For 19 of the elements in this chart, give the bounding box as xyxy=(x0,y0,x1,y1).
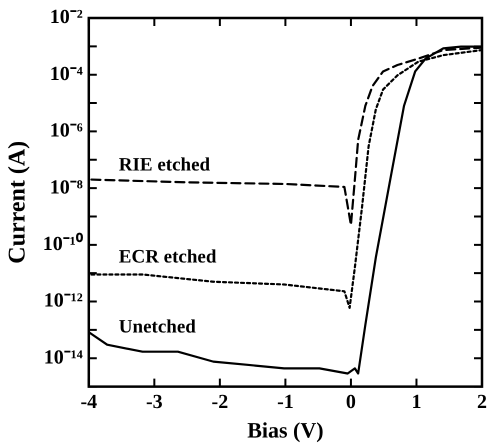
series-label: Unetched xyxy=(118,316,196,338)
y-tick-label: 10⁻⁶ xyxy=(50,120,83,142)
y-tick-label: 10⁻¹⁴ xyxy=(44,346,83,368)
x-tick-label: -4 xyxy=(80,390,98,413)
y-tick-label: 10⁻⁸ xyxy=(50,176,83,198)
y-tick-label: 10⁻¹⁰ xyxy=(42,232,83,256)
y-tick-label: 10⁻¹² xyxy=(44,290,83,312)
x-axis-title: Bias (V) xyxy=(247,417,324,442)
x-tick-label: 2 xyxy=(477,390,487,413)
y-axis-title: Current (A) xyxy=(4,140,31,264)
x-tick-label: 0 xyxy=(346,390,356,413)
x-tick-label: -2 xyxy=(212,390,228,413)
y-tick-label: 10⁻² xyxy=(50,6,83,28)
y-tick-label: 10⁻⁴ xyxy=(50,62,83,85)
x-tick-label: 1 xyxy=(411,390,422,413)
series-label: ECR etched xyxy=(118,246,217,268)
x-tick-label: -3 xyxy=(146,390,163,413)
x-tick-label: -1 xyxy=(277,390,294,413)
series-label: RIE etched xyxy=(118,154,211,176)
